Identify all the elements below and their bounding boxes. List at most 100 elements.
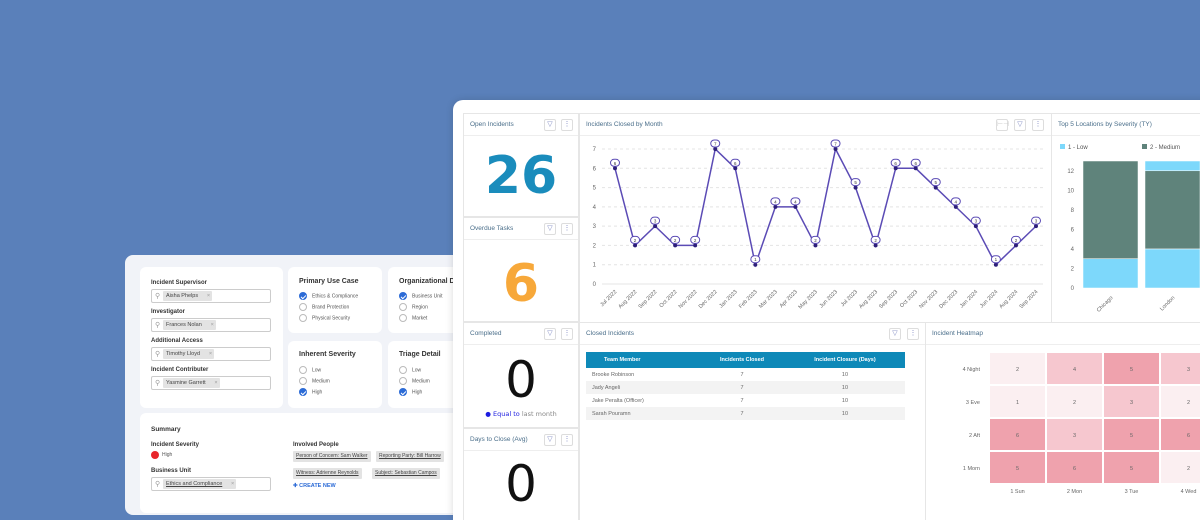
more-icon[interactable]: ⋮ bbox=[907, 328, 919, 340]
radio-icon[interactable] bbox=[399, 303, 407, 311]
more-icon[interactable]: ⋮ bbox=[561, 434, 573, 446]
filter-icon[interactable]: ▽ bbox=[1014, 119, 1026, 131]
person-field[interactable]: ⚲ Aisha Phelps × bbox=[151, 289, 271, 303]
column-header-closure-days[interactable]: Incident Closure (Days) bbox=[814, 357, 876, 363]
heatmap-cell[interactable] bbox=[1047, 419, 1102, 450]
radio-option[interactable]: Region bbox=[399, 303, 428, 311]
radio-option[interactable]: Low bbox=[299, 366, 321, 374]
more-icon[interactable]: ⋮ bbox=[561, 119, 573, 131]
heatmap-cell[interactable] bbox=[990, 353, 1045, 384]
data-point[interactable] bbox=[833, 147, 838, 151]
legend-label[interactable]: 1 - Low bbox=[1068, 145, 1088, 151]
business-unit-chip[interactable]: Ethics and Compliance × bbox=[163, 479, 237, 489]
heatmap-cell[interactable] bbox=[990, 452, 1045, 483]
remove-icon[interactable]: × bbox=[206, 293, 211, 299]
column-header-team-member[interactable]: Team Member bbox=[604, 357, 641, 363]
data-point[interactable] bbox=[973, 224, 978, 229]
data-point[interactable] bbox=[733, 166, 738, 171]
heatmap-cell[interactable] bbox=[1104, 386, 1159, 417]
filter-icon[interactable]: ▽ bbox=[544, 434, 556, 446]
heatmap-cell[interactable] bbox=[1104, 353, 1159, 384]
bar-segment[interactable] bbox=[1082, 258, 1139, 289]
person-chip[interactable]: Yasmine Garrett × bbox=[163, 378, 220, 388]
data-point[interactable] bbox=[873, 243, 878, 248]
column-header-incidents-closed[interactable]: Incidents Closed bbox=[720, 357, 765, 363]
data-point[interactable] bbox=[1034, 224, 1038, 229]
radio-icon[interactable] bbox=[299, 377, 307, 385]
person-field[interactable]: ⚲ Frances Nolan × bbox=[151, 318, 271, 332]
radio-option[interactable]: High bbox=[299, 388, 322, 396]
checked-radio-icon[interactable] bbox=[299, 388, 307, 396]
data-point[interactable] bbox=[613, 166, 617, 171]
radio-option[interactable]: Medium bbox=[299, 377, 330, 385]
checked-radio-icon[interactable] bbox=[299, 292, 307, 300]
bar-segment[interactable] bbox=[1082, 160, 1139, 259]
radio-option[interactable]: Ethics & Compliance bbox=[299, 292, 358, 300]
table-row[interactable]: Sarah Pouramn 7 10 bbox=[586, 407, 905, 420]
data-point[interactable] bbox=[1013, 243, 1018, 248]
data-point[interactable] bbox=[693, 243, 698, 248]
radio-icon[interactable] bbox=[299, 303, 307, 311]
data-point[interactable] bbox=[673, 243, 678, 248]
radio-icon[interactable] bbox=[299, 366, 307, 374]
remove-icon[interactable]: × bbox=[210, 322, 214, 328]
data-point[interactable] bbox=[933, 185, 938, 190]
person-chip[interactable]: Frances Nolan × bbox=[163, 320, 216, 330]
filter-icon[interactable]: ▽ bbox=[889, 328, 901, 340]
radio-option[interactable]: High bbox=[399, 388, 422, 396]
heatmap-cell[interactable] bbox=[1104, 452, 1159, 483]
filter-icon[interactable]: ▽ bbox=[544, 119, 556, 131]
table-row[interactable]: Jake Peralta (Officer) 7 10 bbox=[586, 394, 905, 407]
remove-icon[interactable]: × bbox=[231, 481, 235, 487]
data-point[interactable] bbox=[713, 147, 718, 151]
bar-segment[interactable] bbox=[1144, 248, 1200, 289]
data-point[interactable] bbox=[893, 166, 898, 171]
data-point[interactable] bbox=[753, 262, 758, 267]
checked-radio-icon[interactable] bbox=[399, 292, 407, 300]
checked-radio-icon[interactable] bbox=[399, 388, 407, 396]
remove-icon[interactable]: × bbox=[208, 351, 213, 357]
data-point[interactable] bbox=[793, 204, 798, 209]
involved-person-chip[interactable]: Person of Concern: Sam Walker bbox=[293, 451, 371, 462]
more-icon[interactable]: ⋮ bbox=[1032, 119, 1044, 131]
radio-option[interactable]: Low bbox=[399, 366, 421, 374]
heatmap-cell[interactable] bbox=[1047, 452, 1102, 483]
person-field[interactable]: ⚲ Timothy Lloyd × bbox=[151, 347, 271, 361]
heatmap-cell[interactable] bbox=[1104, 419, 1159, 450]
involved-person-chip[interactable]: Subject: Sebastian Campos bbox=[372, 468, 440, 479]
radio-option[interactable]: Medium bbox=[399, 377, 430, 385]
create-new-button[interactable]: ✚ CREATE NEW bbox=[293, 483, 336, 489]
involved-person-chip[interactable]: Witness: Adrienne Reynolds bbox=[293, 468, 362, 479]
involved-person-chip[interactable]: Reporting Party: Bill Harrow bbox=[376, 451, 444, 462]
person-field[interactable]: ⚲ Yasmine Garrett × bbox=[151, 376, 271, 390]
heatmap-cell[interactable] bbox=[990, 419, 1045, 450]
radio-icon[interactable] bbox=[299, 314, 307, 322]
heatmap-cell[interactable] bbox=[1161, 452, 1200, 483]
data-point[interactable] bbox=[913, 166, 918, 171]
more-icon[interactable]: ⋮ bbox=[561, 223, 573, 235]
radio-icon[interactable] bbox=[399, 314, 407, 322]
data-point[interactable] bbox=[813, 243, 818, 248]
data-point[interactable] bbox=[993, 262, 998, 267]
filter-icon[interactable]: ▽ bbox=[544, 223, 556, 235]
heatmap-cell[interactable] bbox=[1161, 353, 1200, 384]
radio-option[interactable]: Market bbox=[399, 314, 427, 322]
data-point[interactable] bbox=[773, 204, 778, 209]
radio-option[interactable]: Business Unit bbox=[399, 292, 443, 300]
heatmap-cell[interactable] bbox=[990, 386, 1045, 417]
person-chip[interactable]: Timothy Lloyd × bbox=[163, 349, 215, 359]
bar-segment[interactable] bbox=[1144, 170, 1200, 250]
legend-label[interactable]: 2 - Medium bbox=[1150, 145, 1180, 151]
heatmap-cell[interactable] bbox=[1161, 386, 1200, 417]
table-row[interactable]: Brooke Robinson 7 10 bbox=[586, 368, 905, 381]
data-point[interactable] bbox=[853, 185, 858, 190]
radio-option[interactable]: Brand Protection bbox=[299, 303, 349, 311]
heatmap-cell[interactable] bbox=[1047, 386, 1102, 417]
heatmap-cell[interactable] bbox=[1161, 419, 1200, 450]
heatmap-cell[interactable] bbox=[1047, 353, 1102, 384]
remove-icon[interactable]: × bbox=[214, 380, 218, 386]
radio-option[interactable]: Physical Security bbox=[299, 314, 350, 322]
table-row[interactable]: Jady Angeli 7 10 bbox=[586, 381, 905, 394]
bar-segment[interactable] bbox=[1144, 160, 1200, 172]
filter-icon[interactable]: ▽ bbox=[544, 328, 556, 340]
